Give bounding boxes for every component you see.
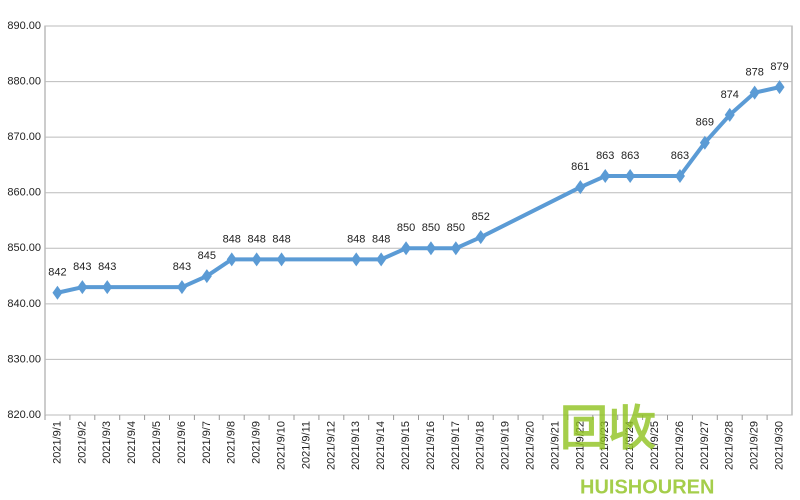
y-tick-label: 850.00 bbox=[7, 242, 41, 254]
x-tick-label: 2021/9/19 bbox=[500, 421, 512, 470]
data-point bbox=[699, 135, 710, 150]
data-label: 861 bbox=[571, 161, 589, 173]
data-label: 879 bbox=[770, 61, 788, 73]
watermark-text: HUISHOUREN bbox=[580, 476, 714, 498]
x-tick-label: 2021/9/11 bbox=[300, 421, 312, 469]
data-label: 878 bbox=[745, 67, 763, 79]
x-tick-label: 2021/9/14 bbox=[375, 421, 387, 470]
data-line bbox=[57, 85, 780, 295]
data-label: 848 bbox=[347, 233, 365, 245]
data-label: 863 bbox=[596, 150, 614, 162]
data-label: 845 bbox=[198, 250, 216, 262]
data-point bbox=[176, 280, 187, 295]
x-tick-label: 2021/9/3 bbox=[101, 421, 113, 464]
data-point bbox=[77, 280, 88, 295]
data-label: 848 bbox=[372, 233, 390, 245]
data-point bbox=[201, 269, 212, 284]
y-tick-label: 860.00 bbox=[7, 187, 41, 199]
plot-frame bbox=[44, 25, 793, 416]
x-tick-label: 2021/9/23 bbox=[599, 421, 611, 470]
x-tick-label: 2021/9/21 bbox=[549, 421, 561, 470]
data-point bbox=[774, 80, 785, 95]
data-point bbox=[226, 252, 237, 267]
data-point bbox=[749, 85, 760, 100]
x-tick-label: 2021/9/10 bbox=[275, 421, 287, 470]
x-tick-label: 2021/9/25 bbox=[649, 421, 661, 470]
x-tick-label: 2021/9/4 bbox=[126, 421, 138, 464]
y-tick-label: 890.00 bbox=[7, 20, 41, 32]
data-point bbox=[351, 252, 362, 267]
x-tick-label: 2021/9/12 bbox=[325, 421, 337, 470]
data-label: 843 bbox=[73, 261, 91, 273]
x-tick-label: 2021/9/9 bbox=[251, 421, 263, 464]
x-tick-label: 2021/9/28 bbox=[724, 421, 736, 470]
data-label: 850 bbox=[422, 222, 440, 234]
x-tick-label: 2021/9/27 bbox=[699, 421, 711, 470]
x-tick-label: 2021/9/29 bbox=[749, 421, 761, 470]
y-tick-label: 870.00 bbox=[7, 131, 41, 143]
x-tick-label: 2021/9/1 bbox=[51, 421, 63, 464]
x-tick-label: 2021/9/26 bbox=[674, 421, 686, 470]
data-label: 842 bbox=[48, 267, 66, 279]
data-point bbox=[575, 180, 586, 195]
data-label: 843 bbox=[173, 261, 191, 273]
watermark-logo: 回收 bbox=[560, 403, 656, 456]
data-label: 848 bbox=[223, 233, 241, 245]
data-label: 848 bbox=[247, 233, 265, 245]
x-tick-label: 2021/9/16 bbox=[425, 421, 437, 470]
x-tick-label: 2021/9/20 bbox=[524, 421, 536, 470]
data-point bbox=[674, 169, 685, 184]
data-point bbox=[724, 107, 735, 122]
x-tick-label: 2021/9/17 bbox=[450, 421, 462, 470]
x-tick-label: 2021/9/15 bbox=[400, 421, 412, 470]
data-point bbox=[276, 252, 287, 267]
data-point bbox=[475, 230, 486, 245]
data-label: 850 bbox=[397, 222, 415, 234]
data-point bbox=[425, 241, 436, 256]
data-point bbox=[450, 241, 461, 256]
y-tick-label: 830.00 bbox=[7, 353, 41, 365]
data-point bbox=[401, 241, 412, 256]
x-tick-label: 2021/9/18 bbox=[475, 421, 487, 470]
x-tick-label: 2021/9/5 bbox=[151, 421, 163, 464]
data-point bbox=[102, 280, 113, 295]
data-point bbox=[376, 252, 387, 267]
y-tick-label: 840.00 bbox=[7, 298, 41, 310]
data-label: 863 bbox=[671, 150, 689, 162]
data-label: 848 bbox=[272, 233, 290, 245]
x-tick-label: 2021/9/6 bbox=[176, 421, 188, 464]
x-tick-label: 2021/9/8 bbox=[226, 421, 238, 464]
data-point bbox=[52, 285, 63, 300]
x-tick-label: 2021/9/30 bbox=[773, 421, 785, 470]
y-tick-label: 880.00 bbox=[7, 75, 41, 87]
y-tick-label: 820.00 bbox=[7, 409, 41, 421]
x-tick-label: 2021/9/13 bbox=[350, 421, 362, 470]
data-point bbox=[625, 169, 636, 184]
data-label: 863 bbox=[621, 150, 639, 162]
data-label: 850 bbox=[447, 222, 465, 234]
data-label: 869 bbox=[696, 117, 714, 129]
data-label: 843 bbox=[98, 261, 116, 273]
data-point bbox=[600, 169, 611, 184]
data-label: 874 bbox=[721, 89, 739, 101]
x-tick-label: 2021/9/24 bbox=[624, 421, 636, 470]
x-tick-label: 2021/9/2 bbox=[76, 421, 88, 464]
data-label: 852 bbox=[472, 211, 490, 223]
data-point bbox=[251, 252, 262, 267]
x-tick-label: 2021/9/7 bbox=[201, 421, 213, 464]
x-tick-label: 2021/9/22 bbox=[574, 421, 586, 470]
